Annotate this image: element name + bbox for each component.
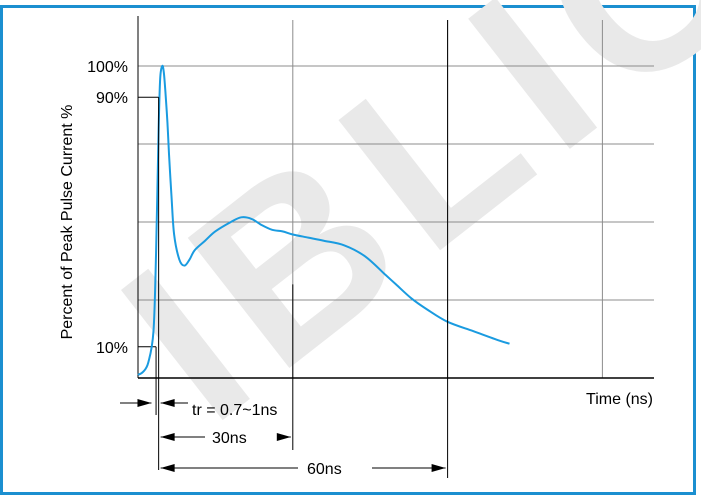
- span60-arrow-left-head: [160, 464, 175, 472]
- span30-arrow-right-head: [276, 433, 291, 441]
- rise-time-label: tr = 0.7~1ns: [192, 402, 277, 419]
- y-axis-label: Percent of Peak Pulse Current %: [59, 105, 76, 340]
- span-30ns-label: 30ns: [212, 430, 247, 447]
- series-line: [137, 64, 510, 376]
- annotations: tr = 0.7~1ns 30ns 60ns: [120, 20, 449, 478]
- rise-arrow-right-head: [160, 399, 175, 407]
- chart-border: [0, 5, 696, 495]
- x-axis-label: Time (ns): [586, 391, 653, 408]
- rise-arrow-left-head: [137, 399, 152, 407]
- guide-lines: [138, 96, 159, 348]
- span-60ns-label: 60ns: [307, 461, 342, 478]
- span30-arrow-left-head: [160, 433, 175, 441]
- y-tick-label-10: 10%: [96, 340, 128, 357]
- axes: [137, 16, 654, 379]
- span60-arrow-right-head: [431, 464, 446, 472]
- y-tick-label-100: 100%: [87, 59, 128, 76]
- y-tick-label-90: 90%: [96, 90, 128, 107]
- y-tick-labels: 100% 90% 10%: [87, 59, 128, 357]
